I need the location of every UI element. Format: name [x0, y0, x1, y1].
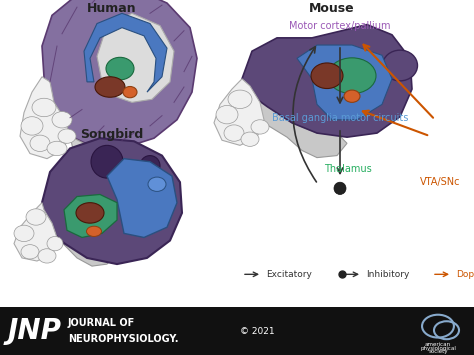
- Text: JOURNAL OF: JOURNAL OF: [68, 318, 135, 328]
- Text: Excitatory: Excitatory: [266, 270, 312, 279]
- Text: Human: Human: [87, 2, 137, 15]
- Text: Inhibitory: Inhibitory: [366, 270, 410, 279]
- Polygon shape: [64, 195, 117, 237]
- Ellipse shape: [32, 98, 56, 117]
- Text: JNP: JNP: [8, 317, 62, 345]
- Polygon shape: [97, 13, 174, 102]
- Ellipse shape: [148, 177, 166, 191]
- Polygon shape: [214, 79, 264, 145]
- Ellipse shape: [38, 249, 56, 263]
- Text: Thalamus: Thalamus: [324, 164, 372, 174]
- Ellipse shape: [52, 111, 72, 128]
- Ellipse shape: [216, 105, 238, 124]
- Ellipse shape: [58, 129, 76, 143]
- Text: physiological: physiological: [420, 346, 456, 351]
- Polygon shape: [242, 24, 412, 137]
- Ellipse shape: [30, 135, 50, 152]
- Polygon shape: [20, 77, 70, 159]
- Ellipse shape: [86, 226, 101, 236]
- Text: society: society: [428, 349, 448, 354]
- Text: © 2021: © 2021: [240, 327, 274, 335]
- Circle shape: [334, 182, 346, 195]
- Circle shape: [91, 145, 123, 178]
- Polygon shape: [297, 45, 392, 120]
- Ellipse shape: [241, 132, 259, 146]
- Ellipse shape: [344, 90, 360, 102]
- Circle shape: [140, 155, 160, 176]
- Ellipse shape: [14, 225, 34, 241]
- Text: VTA/SNc: VTA/SNc: [420, 177, 460, 187]
- Ellipse shape: [251, 120, 269, 134]
- Ellipse shape: [123, 87, 137, 98]
- Ellipse shape: [21, 245, 39, 259]
- Ellipse shape: [76, 203, 104, 223]
- Ellipse shape: [26, 209, 46, 225]
- Text: american: american: [425, 343, 451, 348]
- Text: NEUROPHYSIOLOGY.: NEUROPHYSIOLOGY.: [68, 334, 179, 344]
- Polygon shape: [84, 13, 167, 92]
- Text: Basal ganglia motor circuits: Basal ganglia motor circuits: [272, 113, 408, 123]
- Ellipse shape: [228, 90, 252, 109]
- Ellipse shape: [224, 125, 244, 141]
- Text: Motor cortex/pallium: Motor cortex/pallium: [289, 21, 391, 31]
- Text: Songbird: Songbird: [81, 128, 144, 141]
- Text: Mouse: Mouse: [309, 2, 355, 15]
- Polygon shape: [42, 138, 182, 264]
- Polygon shape: [42, 0, 197, 148]
- Ellipse shape: [106, 57, 134, 80]
- Polygon shape: [107, 159, 177, 237]
- Ellipse shape: [47, 141, 67, 155]
- Polygon shape: [14, 203, 57, 261]
- Ellipse shape: [47, 236, 63, 251]
- Ellipse shape: [21, 117, 43, 135]
- Ellipse shape: [383, 50, 418, 81]
- Polygon shape: [242, 79, 347, 158]
- Ellipse shape: [311, 63, 343, 88]
- Text: Dopaminergic: Dopaminergic: [456, 270, 474, 279]
- Ellipse shape: [95, 77, 125, 97]
- Ellipse shape: [328, 58, 376, 94]
- Polygon shape: [44, 220, 117, 266]
- Polygon shape: [70, 136, 117, 181]
